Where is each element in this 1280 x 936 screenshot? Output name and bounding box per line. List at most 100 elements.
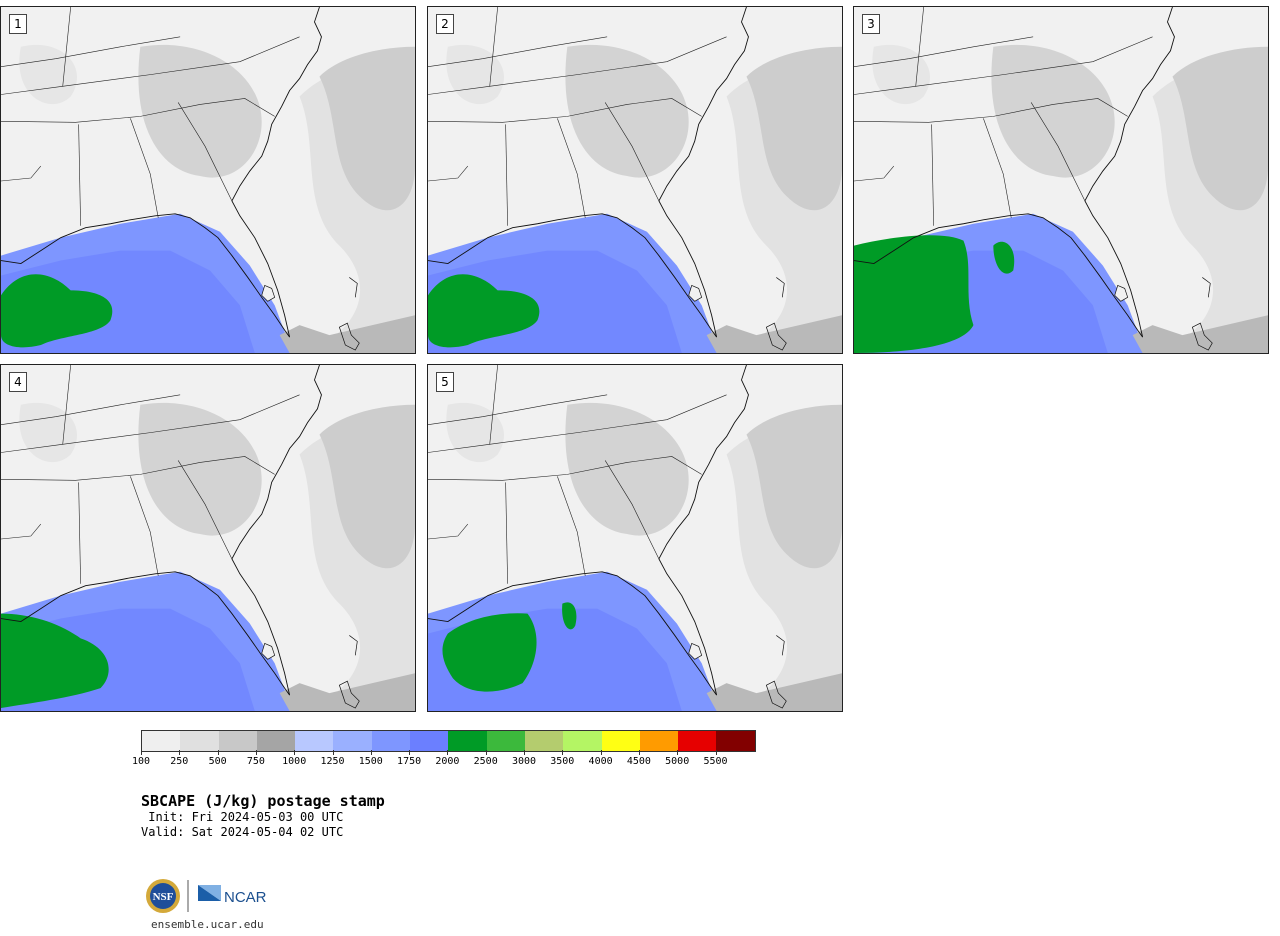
colorbar-swatch [295,731,334,751]
map-svg [1,365,415,711]
colorbar-tick-mark [485,750,487,755]
colorbar-swatch [563,731,602,751]
state-border [1,98,275,123]
bahamas-island [776,635,785,656]
state-border [428,394,608,425]
state-border [130,118,159,218]
state-border [489,7,498,87]
colorbar-swatch [256,731,296,751]
state-border [428,523,469,540]
colorbar-swatch [333,731,372,751]
postage-stamp-panel-1: 1 [0,6,416,354]
atlantic-cape-field [279,673,415,711]
panel-label: 1 [9,14,27,34]
colorbar-swatch [371,731,411,751]
bahamas-island [1202,277,1211,298]
lake-okeechobee [261,642,276,660]
logos: NSF NCAR [145,877,285,915]
cape-shading [319,404,415,569]
state-border [854,165,895,182]
colorbar-tick-mark [524,750,525,755]
lake-okeechobee [688,642,703,660]
colorbar-tick-mark [677,750,679,755]
state-border [1,36,300,95]
cape-shading [565,44,689,178]
lake-okeechobee [688,284,703,302]
panel-label: 2 [436,14,454,34]
colorbar-swatch [218,731,257,751]
colorbar-tick-label: 100 [131,756,151,767]
coastline [854,7,1175,338]
coastline [428,7,749,338]
colorbar-tick-label: 4000 [588,756,613,767]
cape-shading [319,46,415,211]
colorbar-tick-label: 750 [246,756,265,767]
postage-stamp-panel-3: 3 [853,6,1269,354]
state-border [428,98,702,123]
cape-shading [446,402,504,463]
cape-shading [872,44,930,105]
state-border [983,118,1012,218]
colorbar-swatch [716,731,755,751]
bahamas-island [1191,322,1213,351]
nsf-logo-text: NSF [153,891,174,903]
coastline [428,365,749,696]
colorbar-tick-label: 2500 [473,756,498,767]
cape-shading [991,44,1115,178]
state-border [428,456,702,481]
colorbar-tick-mark [447,750,449,755]
panel-label: 4 [9,372,27,392]
high-cape-area [854,235,1015,353]
state-border [505,124,508,226]
cape-shading [1172,46,1268,211]
state-border [505,482,508,584]
website-link[interactable]: ensemble.ucar.edu [151,918,264,931]
state-border [428,36,727,95]
colorbar-tick-mark [600,750,602,755]
state-border [1,36,181,67]
state-border [78,124,81,226]
bahamas-island [349,277,358,298]
state-border [604,460,660,560]
cape-shading [138,44,262,178]
bahamas-island [349,635,358,656]
state-border [854,36,1153,95]
bahamas-island [765,322,787,351]
state-border [1030,102,1086,202]
colorbar-tick-mark [409,750,411,755]
colorbar-tick-mark [638,750,640,755]
colorbar-swatch [486,731,525,751]
nsf-logo: NSF [146,879,180,913]
coastline [1,365,322,696]
state-border [78,482,81,584]
colorbar-tick-mark [562,750,564,755]
bahamas-island [338,680,360,709]
state-border [854,36,1034,67]
state-border [177,102,233,202]
cape-shading [446,44,504,105]
state-border [428,394,727,453]
state-border [915,7,924,87]
postage-stamp-panel-2: 2 [427,6,843,354]
colorbar [141,730,756,752]
colorbar-tick-label: 1250 [320,756,345,767]
colorbar-tick-mark [294,750,296,755]
colorbar-ticks: 100 250 500 750 1000 1250 1500 1750 2000 2500 3000… [132,750,761,770]
colorbar-tick-mark [141,750,142,755]
postage-stamp-panel-5: 5 [427,364,843,712]
atlantic-cape-field [706,673,842,711]
colorbar-tick-label: 2000 [435,756,460,767]
product-title: SBCAPE (J/kg) postage stamp [141,792,385,810]
state-border [428,36,608,67]
colorbar-swatch [448,731,487,751]
colorbar-swatch [180,731,219,751]
cape-shading [746,46,842,211]
map-svg [1,7,415,353]
colorbar-tick-label: 1750 [397,756,422,767]
colorbar-swatch [410,731,449,751]
colorbar-tick-label: 250 [170,756,189,767]
high-cape-area [1,274,113,348]
init-time: Init: Fri 2024-05-03 00 UTC [141,810,344,824]
high-cape-area [1,613,109,709]
colorbar-swatch [601,731,640,751]
